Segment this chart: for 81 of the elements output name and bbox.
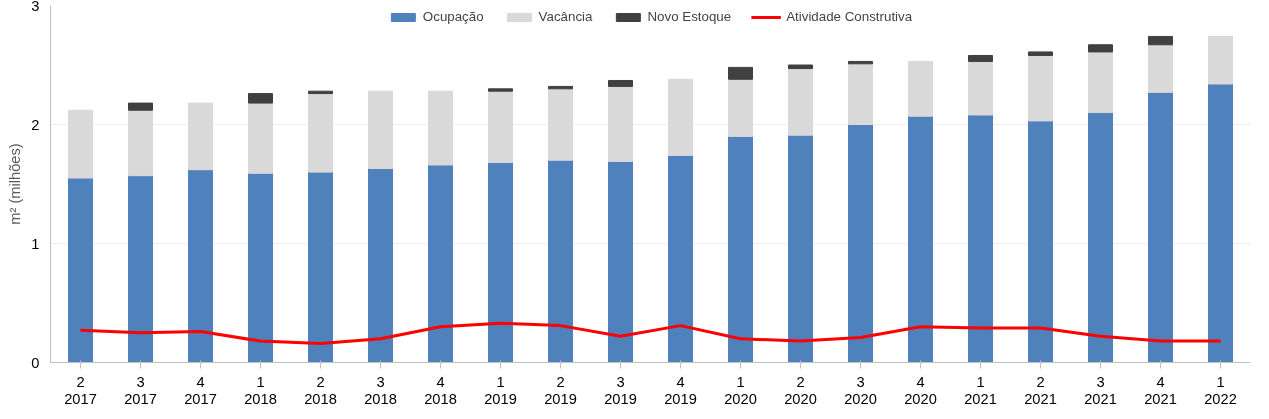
bar xyxy=(608,85,633,162)
bar xyxy=(488,88,513,92)
x-tick-label: 4 2020 xyxy=(904,373,937,408)
x-tick-label: 4 2017 xyxy=(184,373,217,408)
bar xyxy=(728,66,753,80)
bar xyxy=(968,114,993,363)
bar xyxy=(368,90,393,170)
bar xyxy=(1088,112,1113,363)
x-tick-label: 1 2020 xyxy=(724,373,757,408)
bar xyxy=(248,93,273,104)
x-tick-label: 2 2020 xyxy=(784,373,817,408)
bar xyxy=(188,169,213,363)
x-tick-label: 1 2019 xyxy=(484,373,517,408)
bar xyxy=(1028,51,1053,56)
bar xyxy=(608,160,633,363)
x-tick-label: 2 2021 xyxy=(1024,373,1057,408)
bar xyxy=(128,109,153,177)
bar xyxy=(1208,35,1233,85)
bar xyxy=(128,175,153,363)
bar xyxy=(668,154,693,363)
bar xyxy=(788,64,813,70)
bar xyxy=(248,102,273,174)
bar xyxy=(68,109,93,179)
bar xyxy=(548,159,573,363)
x-tick-label: 3 2017 xyxy=(124,373,157,408)
bar xyxy=(848,124,873,363)
x-tick-label: 2 2018 xyxy=(304,373,337,408)
bar xyxy=(728,135,753,363)
legend-label: Ocupação xyxy=(422,9,484,24)
bar xyxy=(968,54,993,62)
bar xyxy=(1028,54,1053,122)
bar xyxy=(788,68,813,136)
bar xyxy=(1148,35,1173,46)
x-tick-label: 2 2019 xyxy=(544,373,577,408)
y-tick-label: 0 xyxy=(31,354,40,371)
bar xyxy=(428,90,453,166)
bar xyxy=(728,78,753,137)
line-series xyxy=(79,321,1222,345)
bar xyxy=(308,93,333,173)
y-tick-label: 3 xyxy=(31,0,40,14)
bar xyxy=(488,162,513,363)
x-tick-label: 4 2021 xyxy=(1144,373,1177,408)
bar xyxy=(788,134,813,363)
bar xyxy=(1028,120,1053,363)
x-tick-label: 4 2019 xyxy=(664,373,697,408)
legend-label: Atividade Construtiva xyxy=(786,9,913,24)
bar xyxy=(1208,83,1233,363)
x-tick-label: 3 2019 xyxy=(604,373,637,408)
x-tick-label: 2 2017 xyxy=(64,373,97,408)
bar xyxy=(368,168,393,363)
bar xyxy=(1088,51,1113,114)
x-tick-label: 3 2021 xyxy=(1084,373,1117,408)
bar xyxy=(188,102,213,171)
bar xyxy=(308,90,333,95)
x-tick-label: 3 2020 xyxy=(844,373,877,408)
bar xyxy=(548,88,573,161)
bar xyxy=(428,164,453,363)
x-tick-label: 3 2018 xyxy=(364,373,397,408)
legend-label: Novo Estoque xyxy=(647,9,732,24)
y-axis-title: m² (milhões) xyxy=(7,143,24,225)
bar xyxy=(1148,44,1173,93)
bar xyxy=(848,63,873,125)
bar xyxy=(308,171,333,363)
x-tick-label: 1 2018 xyxy=(244,373,277,408)
x-tick-label: 1 2022 xyxy=(1204,373,1237,408)
bar xyxy=(668,78,693,156)
bar xyxy=(128,102,153,111)
bar xyxy=(1148,91,1173,363)
bar xyxy=(488,90,513,164)
y-tick-label: 2 xyxy=(31,116,40,133)
bar xyxy=(908,115,933,363)
bar xyxy=(968,60,993,116)
legend-label: Vacância xyxy=(538,9,593,24)
bar xyxy=(68,177,93,363)
bar xyxy=(248,172,273,363)
bar xyxy=(1088,44,1113,53)
x-tick-label: 1 2021 xyxy=(964,373,997,408)
x-tick-label: 4 2018 xyxy=(424,373,457,408)
bar xyxy=(908,60,933,117)
bar xyxy=(608,79,633,87)
y-tick-label: 1 xyxy=(31,235,40,252)
